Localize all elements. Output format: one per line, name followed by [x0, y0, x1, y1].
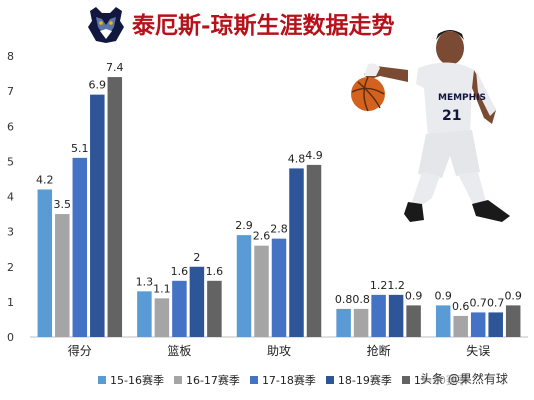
player-dribbling-photo: MEMPHIS 21	[351, 30, 510, 222]
data-label: 0.7	[487, 296, 505, 309]
data-label: 4.9	[305, 149, 323, 162]
legend-label: 18-19赛季	[337, 374, 392, 387]
category-label: 失误	[466, 343, 490, 358]
bar	[353, 308, 369, 337]
data-label: 1.2	[387, 279, 405, 292]
page-title: 泰厄斯-琼斯生涯数据走势	[132, 12, 395, 39]
bar	[336, 308, 351, 337]
y-tick-label: 5	[7, 155, 14, 168]
data-label: 2.8	[270, 223, 288, 236]
data-label: 7.4	[106, 61, 124, 74]
category-label: 得分	[68, 343, 92, 358]
watermark: 头条 @果然有球	[420, 370, 508, 387]
y-tick-label: 6	[7, 120, 14, 133]
data-label: 1.6	[171, 265, 189, 278]
y-tick-label: 4	[7, 191, 14, 204]
bar	[488, 312, 503, 337]
data-label: 1.3	[136, 275, 154, 288]
bar	[505, 305, 521, 337]
legend-swatch	[249, 376, 258, 384]
y-tick-label: 2	[7, 261, 14, 274]
data-label: 5.1	[71, 142, 89, 155]
data-label: 0.8	[352, 293, 370, 306]
bar	[55, 214, 70, 337]
bar	[271, 238, 287, 337]
bar	[236, 235, 252, 337]
bar	[189, 266, 205, 337]
data-label: 0.9	[434, 289, 452, 302]
legend-item: 18-19赛季	[325, 372, 392, 388]
legend-label: 15-16赛季	[110, 374, 164, 387]
bar	[107, 77, 123, 337]
grizzlies-bear-logo	[88, 7, 124, 43]
svg-text:21: 21	[442, 108, 461, 124]
data-label: 0.9	[504, 289, 522, 302]
data-label: 4.8	[288, 152, 306, 165]
y-tick-label: 8	[7, 50, 14, 63]
data-label: 0.6	[452, 300, 470, 313]
bar	[72, 157, 88, 337]
data-label: 0.7	[469, 296, 487, 309]
y-tick-label: 0	[7, 331, 14, 344]
category-label: 篮板	[167, 343, 191, 358]
category-label: 抢断	[367, 343, 391, 358]
legend-item: 16-17赛季	[173, 372, 240, 388]
bar	[371, 294, 386, 337]
bar	[388, 294, 404, 337]
data-label: 2.9	[235, 219, 253, 232]
bar	[435, 305, 451, 337]
y-tick-label: 1	[7, 296, 14, 309]
bar	[470, 312, 486, 337]
bar	[172, 280, 187, 337]
data-label: 0.9	[405, 289, 423, 302]
legend-item: 15-16赛季	[98, 372, 164, 388]
svg-text:MEMPHIS: MEMPHIS	[438, 93, 486, 103]
legend-label: 17-18赛季	[261, 374, 316, 387]
y-tick-label: 3	[7, 226, 14, 239]
legend-label: 16-17赛季	[185, 374, 240, 387]
bar	[453, 315, 468, 337]
legend-swatch	[401, 376, 410, 384]
data-label: 2	[193, 251, 200, 264]
bar	[37, 189, 53, 337]
y-tick-label: 7	[7, 85, 14, 98]
legend-swatch	[325, 376, 334, 384]
data-label: 2.6	[253, 230, 271, 243]
data-label: 1.6	[206, 265, 224, 278]
bar	[254, 245, 269, 337]
data-label: 1.1	[153, 282, 171, 295]
data-label: 1.2	[370, 279, 388, 292]
data-label: 3.5	[54, 198, 72, 211]
bar	[90, 94, 105, 337]
data-label: 4.2	[36, 173, 54, 186]
category-label: 助攻	[267, 344, 291, 358]
data-label: 6.9	[89, 79, 107, 92]
legend-swatch	[98, 376, 106, 384]
bar	[154, 298, 170, 337]
data-label: 0.8	[335, 293, 353, 306]
bar	[207, 280, 222, 337]
bar	[406, 305, 421, 337]
legend-item: 17-18赛季	[249, 372, 316, 388]
bar	[137, 291, 152, 337]
bar	[289, 168, 304, 337]
legend-swatch	[173, 376, 182, 384]
bar	[306, 164, 322, 337]
